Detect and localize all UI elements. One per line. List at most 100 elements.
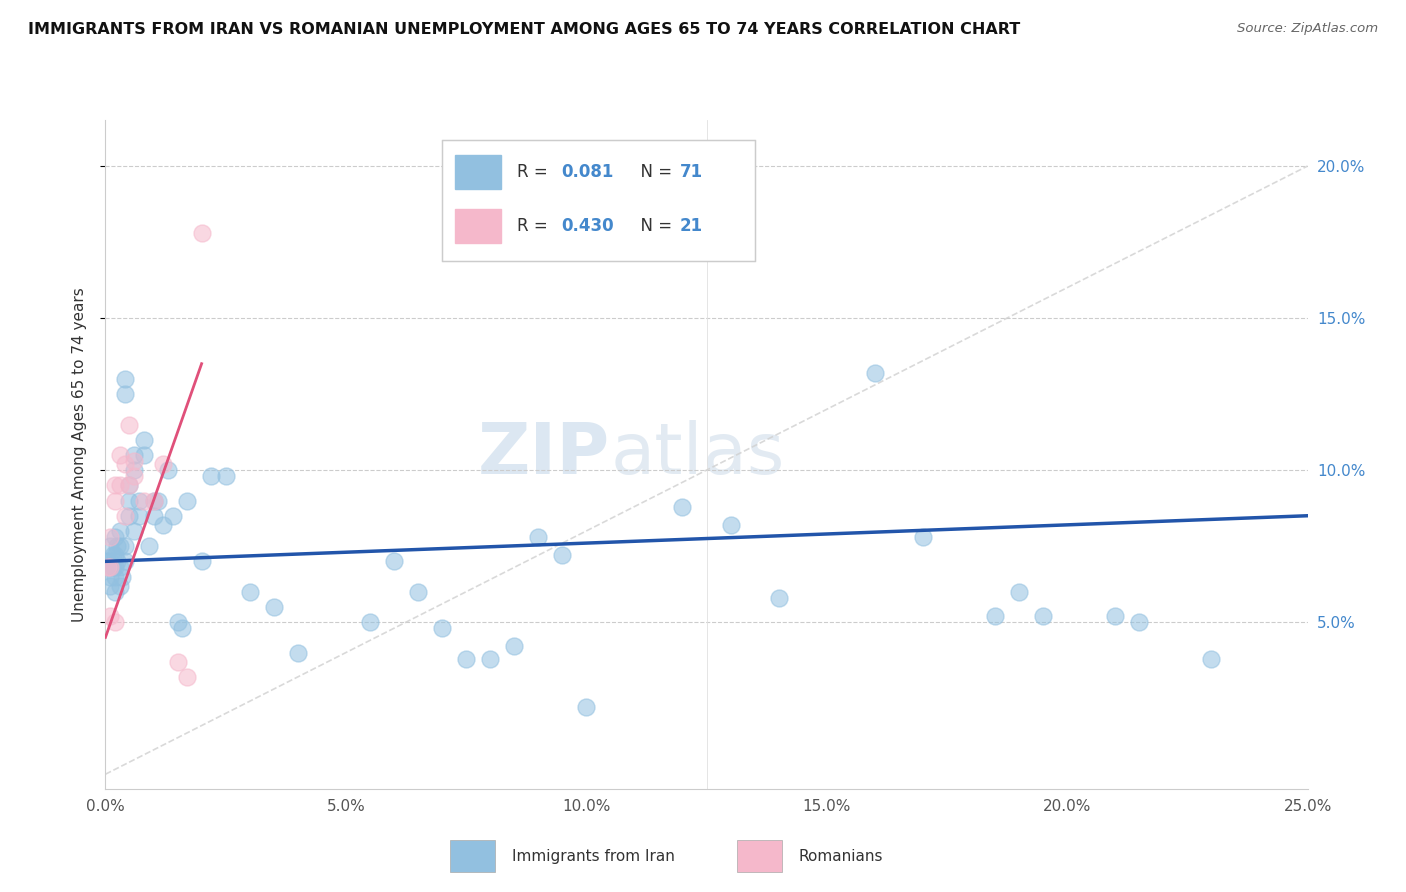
Point [104, 478, 127, 492]
Point [114, 539, 136, 553]
Point [104, 530, 127, 544]
Point [118, 478, 141, 492]
Point [114, 457, 136, 471]
Point [101, 548, 124, 563]
Point [101, 560, 124, 574]
Point [148, 493, 170, 508]
Text: Romanians: Romanians [799, 849, 883, 863]
Point [200, 469, 222, 483]
Point [430, 621, 453, 635]
Point [190, 226, 212, 240]
Point [142, 493, 165, 508]
Point [359, 615, 381, 630]
Point [98, 569, 121, 583]
Point [1008, 584, 1031, 599]
Point [114, 508, 136, 523]
Point [108, 524, 131, 538]
Point [454, 651, 477, 665]
Point [98, 530, 121, 544]
Point [287, 646, 309, 660]
Point [104, 548, 127, 563]
Point [142, 493, 165, 508]
Point [104, 615, 127, 630]
Point [118, 478, 141, 492]
Point [671, 500, 693, 514]
Point [720, 517, 742, 532]
Point [239, 584, 262, 599]
Point [263, 599, 285, 614]
Point [118, 508, 141, 523]
Point [152, 457, 174, 471]
Point [863, 366, 886, 380]
Point [118, 493, 141, 508]
Point [114, 554, 136, 568]
Point [575, 700, 598, 714]
Point [382, 554, 405, 568]
Point [176, 493, 198, 508]
Point [551, 548, 574, 563]
FancyBboxPatch shape [450, 840, 495, 872]
Point [108, 448, 131, 462]
Point [1128, 615, 1150, 630]
Point [111, 569, 134, 583]
Point [128, 508, 150, 523]
Point [98, 560, 121, 574]
Point [114, 387, 136, 401]
Point [152, 517, 174, 532]
Point [142, 508, 165, 523]
Point [107, 554, 129, 568]
Point [107, 539, 129, 553]
Point [108, 539, 131, 553]
Point [1104, 609, 1126, 624]
Point [97, 554, 120, 568]
Point [97, 560, 120, 574]
Point [124, 469, 146, 483]
Point [984, 609, 1007, 624]
Point [124, 448, 146, 462]
Point [108, 478, 131, 492]
Point [172, 621, 194, 635]
Point [124, 463, 146, 477]
Y-axis label: Unemployment Among Ages 65 to 74 years: Unemployment Among Ages 65 to 74 years [72, 287, 87, 623]
Point [214, 469, 236, 483]
Point [98, 539, 121, 553]
Point [98, 609, 121, 624]
Point [132, 493, 155, 508]
Point [527, 530, 550, 544]
Point [132, 448, 155, 462]
Point [98, 554, 121, 568]
Point [124, 524, 146, 538]
Point [406, 584, 429, 599]
Text: IMMIGRANTS FROM IRAN VS ROMANIAN UNEMPLOYMENT AMONG AGES 65 TO 74 YEARS CORRELAT: IMMIGRANTS FROM IRAN VS ROMANIAN UNEMPLO… [28, 22, 1021, 37]
Point [118, 417, 141, 432]
Point [768, 591, 790, 605]
FancyBboxPatch shape [737, 840, 782, 872]
Point [162, 508, 184, 523]
Point [128, 493, 150, 508]
Point [176, 670, 198, 684]
Point [104, 493, 127, 508]
Text: ZIP: ZIP [478, 420, 610, 490]
Text: Immigrants from Iran: Immigrants from Iran [512, 849, 675, 863]
Point [138, 539, 160, 553]
Point [479, 651, 502, 665]
Point [98, 579, 121, 593]
Point [1032, 609, 1054, 624]
Text: atlas: atlas [610, 420, 785, 490]
Point [190, 554, 212, 568]
Point [98, 560, 121, 574]
Point [911, 530, 934, 544]
Point [104, 569, 127, 583]
Point [1201, 651, 1223, 665]
Point [156, 463, 179, 477]
Point [114, 372, 136, 386]
Point [166, 615, 188, 630]
Point [108, 560, 131, 574]
Point [132, 433, 155, 447]
Point [166, 655, 188, 669]
Point [104, 560, 127, 574]
Text: Source: ZipAtlas.com: Source: ZipAtlas.com [1237, 22, 1378, 36]
Point [104, 584, 127, 599]
Point [503, 640, 526, 654]
Point [108, 579, 131, 593]
